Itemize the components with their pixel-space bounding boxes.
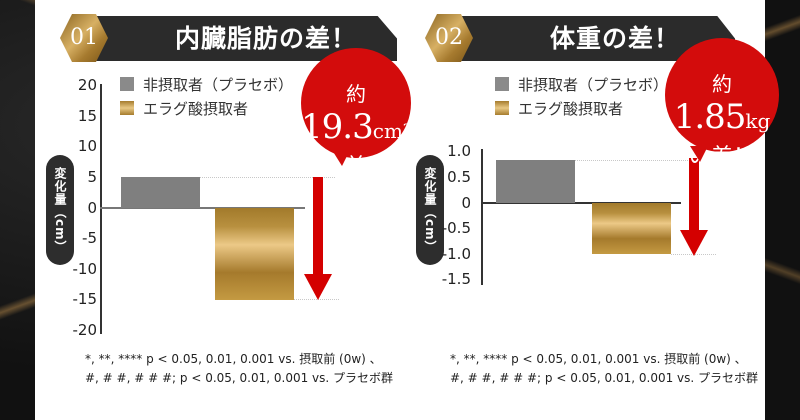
- legend-item-placebo: 非摂取者（プラセボ）: [495, 72, 668, 96]
- panel-title: 内臓脂肪の差！: [175, 24, 358, 53]
- y-tick: 0: [87, 199, 97, 217]
- y-tick: 5: [87, 168, 97, 186]
- number-badge: 02: [425, 14, 473, 62]
- bar-ellagic: [592, 203, 671, 254]
- arrow-down-icon: [680, 230, 708, 256]
- callout-tail: [690, 146, 708, 162]
- dotted-guide: [200, 177, 335, 178]
- significance-note: *, **, **** p < 0.05, 0.01, 0.001 vs. 摂取…: [450, 352, 759, 385]
- dotted-guide: [575, 160, 690, 161]
- y-tick: -1.5: [441, 270, 471, 288]
- panel-body-weight: 体重の差！ 02 非摂取者（プラセボ） エラグ酸摂取者 変化量（cm） 1.0 …: [405, 0, 779, 420]
- arrow-down-shaft: [313, 177, 323, 277]
- zero-line: [481, 202, 681, 204]
- panel-title: 体重の差！: [550, 24, 681, 53]
- y-tick: 15: [77, 107, 97, 125]
- gold-swatch-icon: [495, 101, 509, 115]
- y-axis-label: 変化量（cm）: [416, 155, 444, 265]
- y-tick: -15: [72, 290, 98, 308]
- bar-ellagic: [215, 208, 294, 300]
- arrow-down-shaft: [689, 158, 699, 233]
- gold-swatch-icon: [120, 101, 134, 115]
- y-tick: 20: [77, 76, 97, 94]
- gray-swatch-icon: [495, 77, 509, 91]
- significance-note: *, **, **** p < 0.05, 0.01, 0.001 vs. 摂取…: [85, 352, 394, 385]
- bar-placebo: [121, 177, 200, 208]
- number-badge: 01: [60, 14, 108, 62]
- y-axis-label: 変化量（cm）: [46, 155, 74, 265]
- difference-callout: 約1.85kg の差！: [665, 38, 779, 170]
- arrow-down-icon: [304, 274, 332, 300]
- y-tick: -1.0: [441, 245, 471, 263]
- y-tick: -10: [72, 260, 98, 278]
- legend-item-ellagic: エラグ酸摂取者: [495, 96, 668, 120]
- y-axis: [100, 84, 102, 334]
- y-tick: 0.5: [447, 168, 471, 186]
- y-tick: -0.5: [441, 219, 471, 237]
- bar-placebo: [496, 160, 575, 203]
- y-tick: -5: [82, 229, 97, 247]
- zero-line: [100, 207, 305, 209]
- difference-callout: 約19.3cm² の差！: [301, 48, 411, 180]
- y-tick: 10: [77, 137, 97, 155]
- y-axis: [481, 149, 483, 285]
- legend-item-ellagic: エラグ酸摂取者: [120, 96, 293, 120]
- legend: 非摂取者（プラセボ） エラグ酸摂取者: [120, 72, 293, 120]
- callout-tail: [332, 150, 350, 166]
- panel-visceral-fat: 内臓脂肪の差！ 01 非摂取者（プラセボ） エラグ酸摂取者 変化量（cm） 20…: [35, 0, 411, 420]
- y-tick: 1.0: [447, 142, 471, 160]
- legend: 非摂取者（プラセボ） エラグ酸摂取者: [495, 72, 668, 120]
- legend-item-placebo: 非摂取者（プラセボ）: [120, 72, 293, 96]
- gray-swatch-icon: [120, 77, 134, 91]
- y-tick: -20: [72, 321, 98, 339]
- y-tick: 0: [461, 194, 471, 212]
